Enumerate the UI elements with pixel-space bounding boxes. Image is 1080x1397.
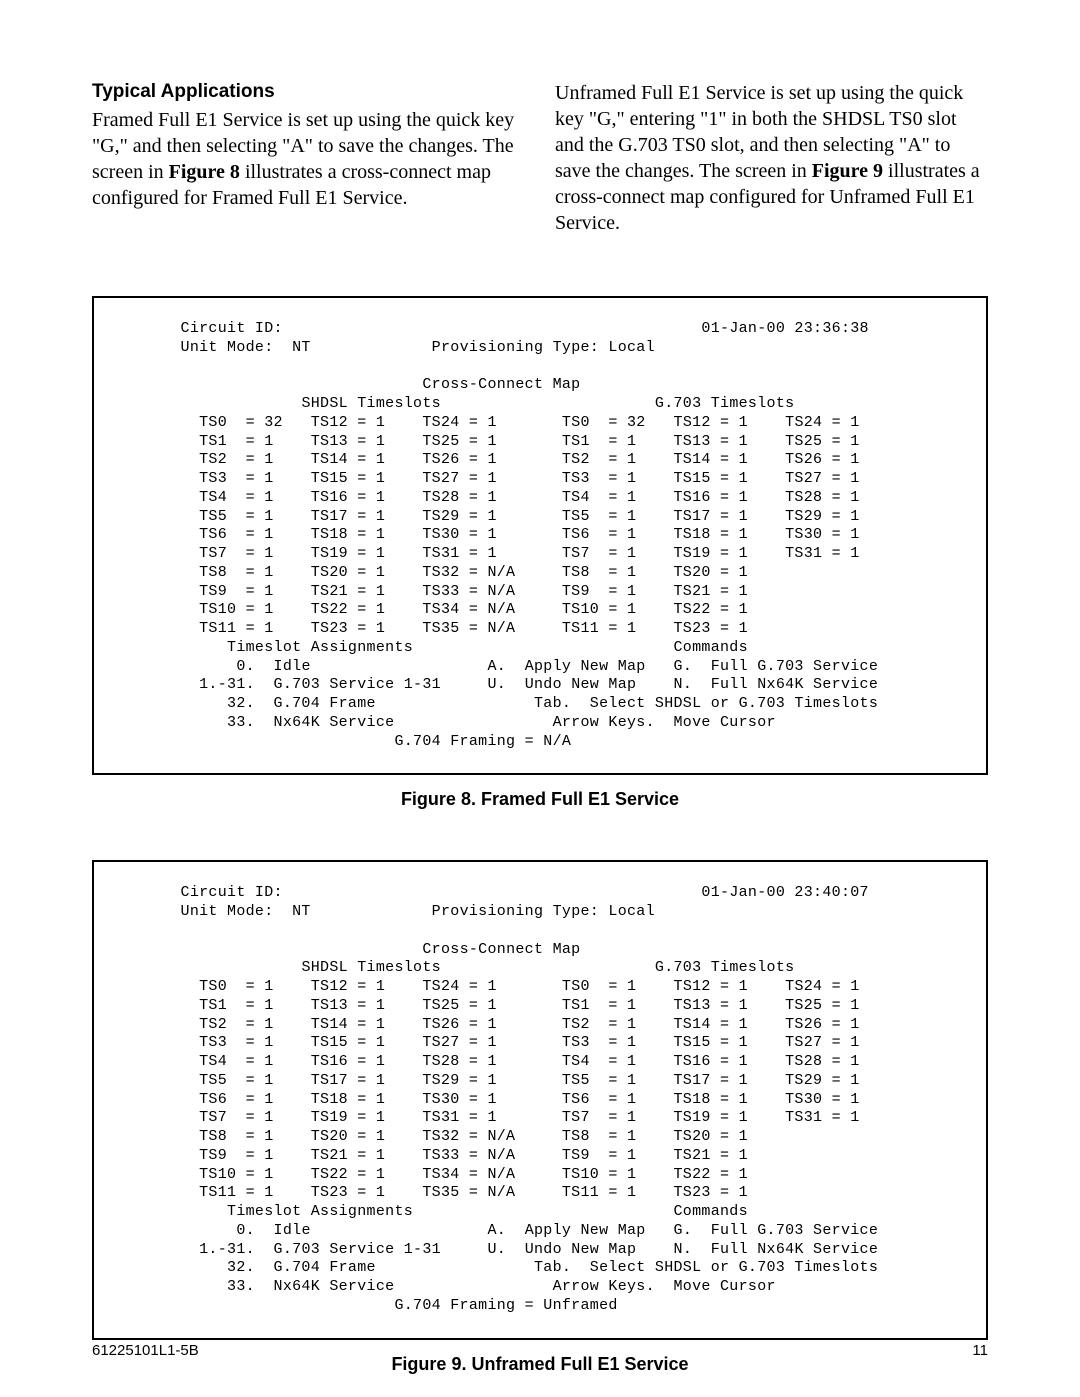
cmd-a-2: A. Apply New Map <box>487 1222 645 1239</box>
cmd-u: U. Undo New Map <box>487 676 636 693</box>
cmd-g-2: G. Full G.703 Service <box>674 1222 879 1239</box>
footer-docid: 61225101L1-5B <box>92 1342 199 1359</box>
circuit-id-label-2: Circuit ID: <box>181 884 283 901</box>
g703-label-2: G.703 Timeslots <box>655 959 795 976</box>
cmd-label-2: Commands <box>674 1203 748 1220</box>
ta-32: 32. G.704 Frame <box>227 695 376 712</box>
ta-33: 33. Nx64K Service <box>227 714 394 731</box>
ta-0-2: 0. Idle <box>236 1222 310 1239</box>
map-title: Cross-Connect Map <box>422 376 580 393</box>
cmd-label: Commands <box>674 639 748 656</box>
fig9-framing: Unframed <box>543 1297 617 1314</box>
ta-32-2: 32. G.704 Frame <box>227 1259 376 1276</box>
ta-33-2: 33. Nx64K Service <box>227 1278 394 1295</box>
section-heading: Typical Applications <box>92 80 525 105</box>
figure-8-box: Circuit ID: 01-Jan-00 23:36:38 Unit Mode… <box>92 296 988 775</box>
fig8-ts0-shdsl: = 32 <box>246 414 283 431</box>
ta-label: Timeslot Assignments <box>227 639 413 656</box>
cmd-tab-2: Tab. Select SHDSL or G.703 Timeslots <box>534 1259 878 1276</box>
ta-1-31: 1.-31. G.703 Service 1-31 <box>199 676 441 693</box>
para2-figref: Figure 9 <box>812 160 883 182</box>
right-column: Unframed Full E1 Service is set up using… <box>555 80 988 236</box>
figure-8-caption: Figure 8. Framed Full E1 Service <box>92 789 988 810</box>
figure-9-terminal: Circuit ID: 01-Jan-00 23:40:07 Unit Mode… <box>134 884 946 1315</box>
ta-0: 0. Idle <box>236 658 310 675</box>
fig8-ts0-g703: = 32 <box>608 414 645 431</box>
figure-9-box: Circuit ID: 01-Jan-00 23:40:07 Unit Mode… <box>92 860 988 1339</box>
ta-label-2: Timeslot Assignments <box>227 1203 413 1220</box>
circuit-id-label: Circuit ID: <box>181 320 283 337</box>
shdsl-label-2: SHDSL Timeslots <box>301 959 441 976</box>
fig9-timestamp: 01-Jan-00 23:40:07 <box>701 884 868 901</box>
cmd-u-2: U. Undo New Map <box>487 1241 636 1258</box>
para1-figref: Figure 8 <box>169 161 240 183</box>
cmd-n-2: N. Full Nx64K Service <box>674 1241 879 1258</box>
fig8-timestamp: 01-Jan-00 23:36:38 <box>701 320 868 337</box>
prov-type: Provisioning Type: Local <box>432 339 655 356</box>
g703-label: G.703 Timeslots <box>655 395 795 412</box>
cmd-a: A. Apply New Map <box>487 658 645 675</box>
fig9-ts0-g703: = 1 <box>608 978 645 995</box>
cmd-g: G. Full G.703 Service <box>674 658 879 675</box>
left-column: Typical Applications Framed Full E1 Serv… <box>92 80 525 236</box>
cmd-arrow: Arrow Keys. Move Cursor <box>553 714 776 731</box>
cmd-tab: Tab. Select SHDSL or G.703 Timeslots <box>534 695 878 712</box>
fig9-ts0-shdsl: = 1 <box>246 978 283 995</box>
prov-type-2: Provisioning Type: Local <box>432 903 655 920</box>
footer-pagenum: 11 <box>972 1342 988 1359</box>
unit-mode-2: Unit Mode: NT <box>181 903 311 920</box>
cmd-n: N. Full Nx64K Service <box>674 676 879 693</box>
unit-mode: Unit Mode: NT <box>181 339 311 356</box>
shdsl-label: SHDSL Timeslots <box>301 395 441 412</box>
figure-8-terminal: Circuit ID: 01-Jan-00 23:36:38 Unit Mode… <box>134 320 946 751</box>
page: Typical Applications Framed Full E1 Serv… <box>0 0 1080 1397</box>
page-footer: 61225101L1-5B 11 <box>92 1342 988 1359</box>
cmd-arrow-2: Arrow Keys. Move Cursor <box>553 1278 776 1295</box>
map-title-2: Cross-Connect Map <box>422 941 580 958</box>
fig8-framing: N/A <box>543 733 571 750</box>
intro-columns: Typical Applications Framed Full E1 Serv… <box>92 80 988 236</box>
ta-1-31-2: 1.-31. G.703 Service 1-31 <box>199 1241 441 1258</box>
